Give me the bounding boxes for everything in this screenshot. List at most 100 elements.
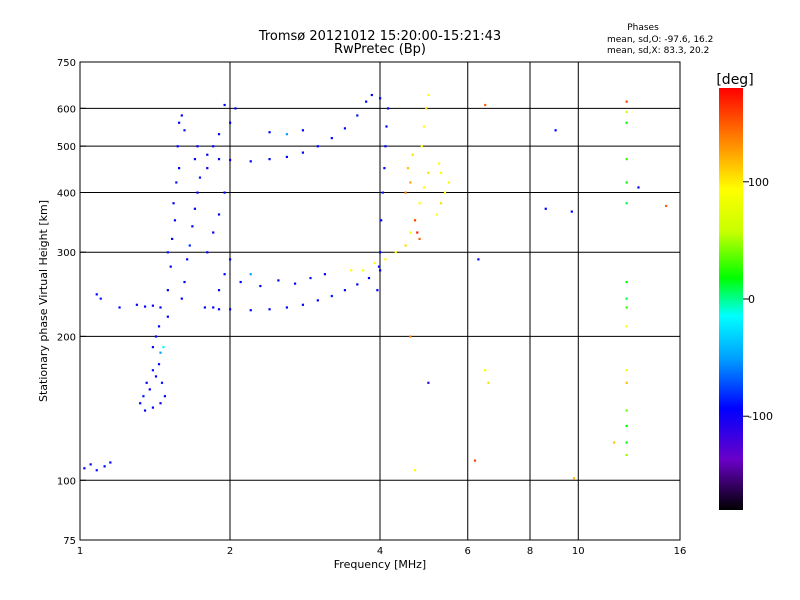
data-point xyxy=(212,231,215,234)
data-point xyxy=(554,129,557,132)
data-point xyxy=(177,167,181,170)
data-point xyxy=(175,181,178,184)
x-tick-label: 6 xyxy=(465,546,471,557)
colorbar xyxy=(719,88,743,510)
data-point xyxy=(95,293,98,296)
data-point xyxy=(166,315,169,318)
data-point xyxy=(356,114,359,117)
data-point xyxy=(625,409,628,412)
data-point xyxy=(365,100,368,103)
data-point xyxy=(142,395,145,398)
data-point xyxy=(379,97,382,100)
data-point xyxy=(362,269,365,272)
data-point xyxy=(277,279,280,282)
y-tick-label: 300 xyxy=(57,248,76,259)
data-point xyxy=(83,467,86,470)
data-point xyxy=(625,110,628,114)
data-point xyxy=(625,453,628,457)
y-tick-label: 500 xyxy=(57,142,76,153)
data-point xyxy=(217,158,221,161)
data-point xyxy=(249,160,252,163)
chart-title: Tromsø 20121012 15:20:00-15:21:43 xyxy=(258,29,501,44)
data-point xyxy=(330,294,333,298)
data-point xyxy=(103,465,106,468)
data-point xyxy=(613,441,616,444)
data-point xyxy=(268,308,271,311)
data-point xyxy=(350,269,353,272)
data-point xyxy=(625,280,628,284)
data-point xyxy=(217,213,221,216)
data-point xyxy=(229,258,232,261)
data-point xyxy=(425,107,428,110)
y-tick-label: 75 xyxy=(63,536,76,547)
data-point xyxy=(544,207,547,210)
legend-line-o: mean, sd,O: -97.6, 16.2 xyxy=(607,35,713,45)
data-point xyxy=(212,145,215,148)
data-point xyxy=(409,181,412,184)
data-point xyxy=(625,181,628,184)
data-point xyxy=(229,121,232,124)
data-point xyxy=(217,308,221,311)
data-point xyxy=(625,121,628,124)
data-point xyxy=(162,346,165,349)
colorbar-tick-label: 0 xyxy=(748,293,755,306)
data-point xyxy=(422,186,426,189)
data-point xyxy=(177,121,181,124)
data-point xyxy=(163,395,167,398)
data-point xyxy=(625,441,628,444)
data-point xyxy=(249,273,252,276)
data-point xyxy=(173,219,177,222)
data-point xyxy=(151,304,155,307)
data-point xyxy=(172,202,175,205)
data-point xyxy=(637,186,640,189)
data-point xyxy=(316,145,319,148)
x-axis-label: Frequency [MHz] xyxy=(334,558,426,571)
data-point xyxy=(343,289,347,292)
x-tick-label: 1 xyxy=(77,546,83,557)
x-tick-label: 8 xyxy=(527,546,533,557)
colorbar-label: [deg] xyxy=(716,72,753,88)
data-point xyxy=(159,351,162,354)
data-point xyxy=(169,265,172,268)
y-tick-label: 200 xyxy=(57,332,76,343)
y-tick-label: 750 xyxy=(57,58,76,69)
data-point xyxy=(285,133,288,136)
data-point xyxy=(625,325,628,328)
data-point xyxy=(139,402,142,405)
data-point xyxy=(367,276,371,280)
y-axis-label: Stationary phase Virtual Height [km] xyxy=(37,200,50,402)
data-point xyxy=(99,297,102,300)
y-axis-ticks: 75 100 200 300 400 500 600 750 xyxy=(57,58,86,547)
data-point xyxy=(377,265,381,268)
data-point xyxy=(404,191,407,194)
data-point xyxy=(89,463,92,466)
data-point xyxy=(249,309,252,312)
data-point xyxy=(268,158,271,161)
data-point xyxy=(301,151,305,154)
legend-line-x: mean, sd,X: 83.3, 20.2 xyxy=(607,46,709,56)
data-point xyxy=(176,145,179,148)
data-point xyxy=(572,477,576,480)
data-point xyxy=(145,381,148,384)
data-point xyxy=(196,191,199,194)
data-point xyxy=(625,297,628,300)
data-point xyxy=(625,158,628,161)
data-point xyxy=(293,282,297,285)
data-point xyxy=(285,306,288,309)
data-point xyxy=(159,402,162,405)
data-point xyxy=(268,131,271,134)
data-point xyxy=(484,103,487,107)
data-point xyxy=(570,210,573,213)
data-point xyxy=(191,225,194,228)
data-point xyxy=(356,283,359,286)
data-point xyxy=(394,251,397,254)
data-point xyxy=(416,231,419,234)
data-point xyxy=(386,107,390,110)
data-point xyxy=(409,335,412,338)
data-point xyxy=(151,346,155,349)
data-point xyxy=(427,171,430,174)
data-point xyxy=(95,469,98,472)
data-point xyxy=(229,158,232,162)
data-point xyxy=(309,276,312,280)
